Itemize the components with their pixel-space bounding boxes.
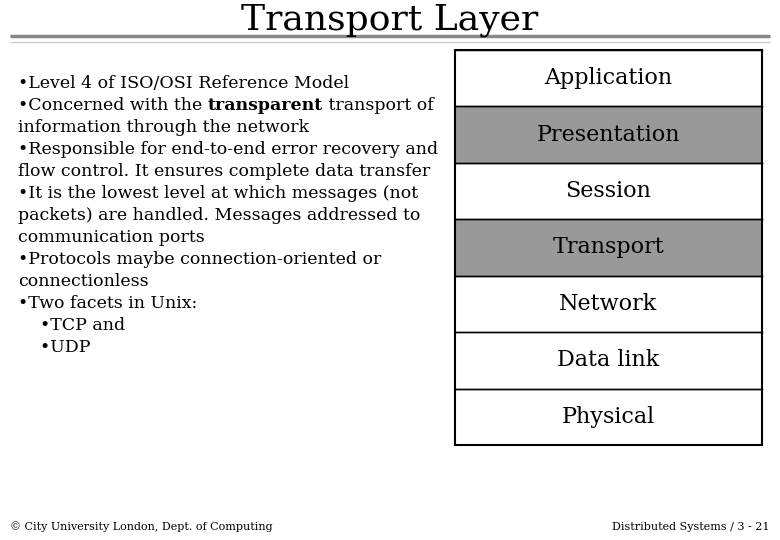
Text: packets) are handled. Messages addressed to: packets) are handled. Messages addressed… [18, 207, 420, 224]
Text: connectionless: connectionless [18, 273, 149, 290]
Text: •Concerned with the: •Concerned with the [18, 97, 207, 114]
Text: •TCP and: •TCP and [18, 317, 125, 334]
Text: •Level 4 of ISO/OSI Reference Model: •Level 4 of ISO/OSI Reference Model [18, 75, 349, 92]
Bar [455, 106, 762, 163]
Text: Session: Session [566, 180, 651, 202]
Text: Presentation: Presentation [537, 124, 680, 146]
Text: •Two facets in Unix:: •Two facets in Unix: [18, 295, 197, 312]
Text: •It is the lowest level at which messages (not: •It is the lowest level at which message… [18, 185, 418, 202]
Bar [455, 50, 762, 106]
Text: communication ports: communication ports [18, 229, 204, 246]
Text: •UDP: •UDP [18, 339, 90, 356]
Text: Application: Application [544, 67, 672, 89]
Text: Transport: Transport [552, 237, 665, 259]
Text: transparent: transparent [207, 97, 323, 114]
Text: Transport Layer: Transport Layer [241, 3, 539, 37]
Text: •Responsible for end-to-end error recovery and: •Responsible for end-to-end error recove… [18, 141, 438, 158]
Bar [455, 389, 762, 445]
Text: Distributed Systems / 3 - 21: Distributed Systems / 3 - 21 [612, 522, 770, 532]
Text: flow control. It ensures complete data transfer: flow control. It ensures complete data t… [18, 163, 431, 180]
Text: Network: Network [559, 293, 658, 315]
Bar [455, 276, 762, 332]
Bar [455, 163, 762, 219]
Bar [455, 50, 762, 445]
Text: information through the network: information through the network [18, 119, 309, 136]
Bar [455, 219, 762, 276]
Text: transport of: transport of [323, 97, 434, 114]
Text: Data link: Data link [558, 349, 660, 372]
Bar [455, 332, 762, 389]
Text: Physical: Physical [562, 406, 655, 428]
Text: •Protocols maybe connection-oriented or: •Protocols maybe connection-oriented or [18, 251, 381, 268]
Text: © City University London, Dept. of Computing: © City University London, Dept. of Compu… [10, 521, 273, 532]
